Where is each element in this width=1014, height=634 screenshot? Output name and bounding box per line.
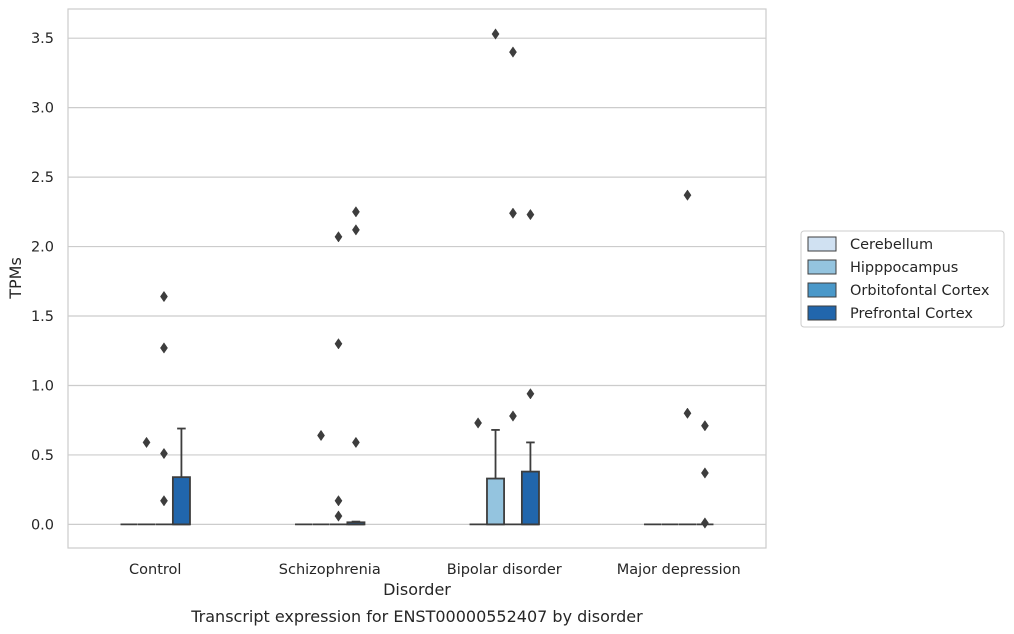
- outlier-point: [683, 407, 692, 419]
- box-2-3: [520, 208, 540, 526]
- legend-swatch: [807, 259, 837, 275]
- box-0-1: [137, 436, 156, 526]
- y-tick-label: 0.5: [31, 448, 54, 464]
- legend-label: Orbitofontal Cortex: [850, 283, 990, 299]
- y-tick-labels: 0.0 0.5 1.0 1.5 2.0 2.5 3.0 3.5: [31, 31, 54, 533]
- outlier-point: [683, 189, 692, 201]
- plot-area-frame: [67, 8, 767, 549]
- y-tick-label: 1.0: [31, 378, 54, 394]
- outlier-point: [474, 417, 482, 429]
- x-tick-label: Major depression: [617, 562, 741, 578]
- outlier-point: [526, 208, 535, 221]
- chart-caption: Transcript expression for ENST0000055240…: [190, 607, 643, 626]
- y-tick-label: 0.0: [31, 517, 54, 533]
- y-tick-label: 1.5: [31, 309, 54, 325]
- box-0-2: [155, 290, 173, 526]
- legend-swatch: [807, 305, 837, 321]
- x-tick-label: Schizophrenia: [279, 562, 381, 578]
- outlier-point: [160, 495, 168, 507]
- box-2-1: [486, 28, 505, 526]
- y-tick-label: 3.0: [31, 101, 54, 117]
- box-3-2: [678, 189, 697, 526]
- outlier-point: [352, 436, 360, 449]
- legend-label: Hipppocampus: [850, 260, 958, 276]
- outlier-point: [509, 410, 517, 422]
- box-body: [486, 477, 505, 526]
- x-axis-title: Disorder: [383, 580, 451, 599]
- outlier-point: [334, 231, 343, 243]
- outlier-point: [701, 467, 709, 479]
- box-1-1: [312, 429, 330, 526]
- legend-frame: [800, 230, 1005, 328]
- outlier-point: [701, 420, 709, 432]
- x-tick-label: Bipolar disorder: [447, 562, 562, 578]
- legend-swatch: [807, 236, 837, 252]
- legend-swatch: [807, 282, 837, 298]
- box-2-0: [469, 417, 487, 526]
- boxes: [120, 28, 714, 529]
- outlier-point: [334, 495, 343, 507]
- legend-label: Prefrontal Cortex: [850, 306, 973, 322]
- outlier-point: [334, 338, 343, 350]
- x-tick-label: Control: [129, 562, 181, 578]
- outlier-point: [352, 206, 360, 218]
- box-1-2: [329, 231, 348, 526]
- outlier-point: [526, 388, 535, 400]
- outlier-point: [509, 46, 517, 58]
- box-1-3: [346, 206, 366, 526]
- box-0-3: [171, 427, 191, 526]
- box-2-2: [504, 46, 522, 526]
- y-tick-label: 2.0: [31, 240, 54, 256]
- outlier-point: [509, 207, 517, 219]
- outlier-point: [334, 510, 343, 522]
- outlier-point: [317, 429, 325, 442]
- outlier-point: [491, 28, 500, 40]
- gridlines: [68, 37, 766, 525]
- legend-label: Cerebellum: [850, 237, 933, 253]
- outlier-point: [142, 436, 151, 449]
- box-body: [520, 470, 540, 526]
- y-axis-title: TPMs: [6, 257, 25, 300]
- outlier-point: [701, 517, 709, 529]
- outlier-point: [160, 342, 168, 354]
- outlier-point: [352, 224, 360, 236]
- legend: Cerebellum Hipppocampus Orbitofontal Corte…: [800, 230, 1005, 328]
- x-tick-labels: Control Schizophrenia Bipolar disorder Majo…: [129, 562, 741, 578]
- box-3-3: [696, 420, 714, 529]
- y-tick-label: 3.5: [31, 31, 54, 47]
- y-tick-label: 2.5: [31, 170, 54, 186]
- outlier-point: [160, 290, 168, 303]
- outlier-point: [160, 447, 168, 460]
- box-body: [171, 476, 191, 526]
